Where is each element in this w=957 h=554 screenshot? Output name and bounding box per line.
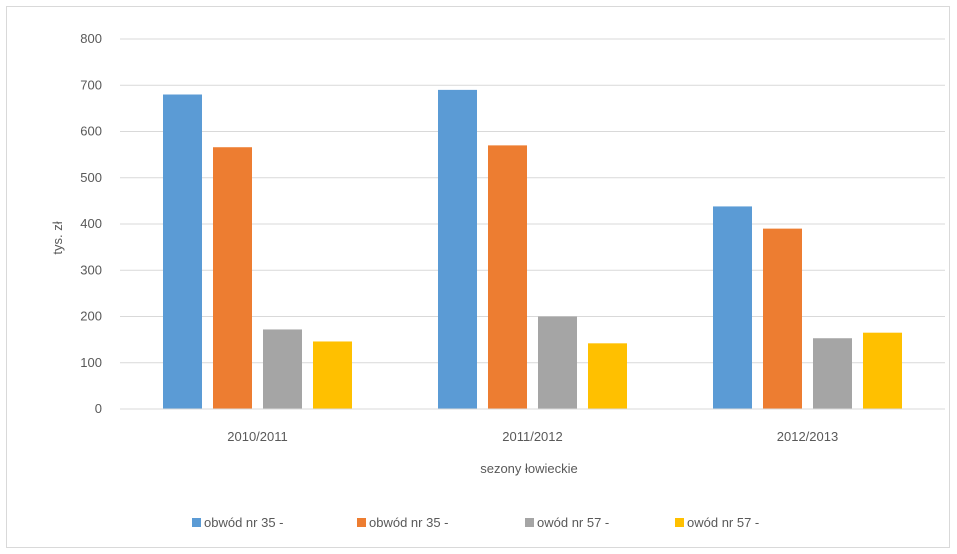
bar: [763, 228, 802, 409]
legend: obwód nr 35 - obwód nr 35 - owód nr 57 - ow…: [192, 515, 759, 530]
y-tick-label: 700: [80, 77, 102, 92]
legend-label: obwód nr 35 -: [204, 515, 284, 530]
bar: [213, 147, 252, 409]
y-tick-labels: 0 100 200 300 400 500 600 700 800: [80, 31, 102, 416]
legend-swatch: [675, 518, 684, 527]
legend-label: owód nr 57 -: [687, 515, 759, 530]
bar: [713, 206, 752, 409]
y-tick-label: 100: [80, 355, 102, 370]
x-tick-label: 2011/2012: [502, 429, 563, 444]
y-tick-label: 0: [95, 401, 102, 416]
gridlines: [120, 38, 945, 364]
bar: [538, 316, 577, 409]
bar: [438, 89, 477, 409]
bar: [588, 343, 627, 409]
bars: [163, 89, 902, 409]
legend-swatch: [525, 518, 534, 527]
bar: [163, 94, 202, 409]
y-tick-label: 300: [80, 262, 102, 277]
y-tick-label: 800: [80, 31, 102, 46]
x-tick-labels: 2010/2011 2011/2012 2012/2013: [227, 429, 838, 444]
y-tick-label: 500: [80, 170, 102, 185]
bar: [263, 329, 302, 409]
bar: [313, 341, 352, 409]
y-tick-label: 400: [80, 216, 102, 231]
x-axis-title: sezony łowieckie: [480, 461, 578, 476]
legend-swatch: [192, 518, 201, 527]
bar: [863, 332, 902, 409]
y-axis-title: tys. zł: [50, 221, 65, 254]
legend-swatch: [357, 518, 366, 527]
legend-label: owód nr 57 -: [537, 515, 609, 530]
bar: [813, 338, 852, 409]
x-tick-label: 2012/2013: [777, 429, 838, 444]
y-tick-label: 200: [80, 309, 102, 324]
legend-label: obwód nr 35 -: [369, 515, 449, 530]
y-tick-label: 600: [80, 124, 102, 139]
bar: [488, 145, 527, 409]
x-tick-label: 2010/2011: [227, 429, 288, 444]
